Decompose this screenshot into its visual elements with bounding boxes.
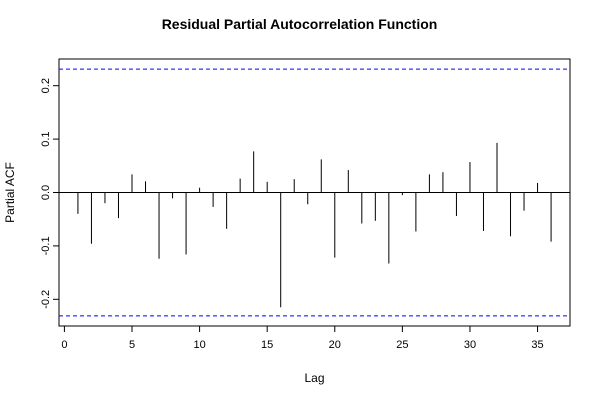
x-axis: 0 5 10 15 20 25 30 35 xyxy=(61,325,544,351)
x-tick-label: 35 xyxy=(531,339,543,351)
x-tick-label: 10 xyxy=(193,339,205,351)
bars-group xyxy=(77,142,552,308)
x-tick-label: 30 xyxy=(464,339,476,351)
x-axis-label: Lag xyxy=(304,371,324,385)
y-tick-label: -0.2 xyxy=(40,290,52,309)
y-tick-label: 0.0 xyxy=(40,185,52,200)
y-tick-label: 0.2 xyxy=(40,78,52,93)
x-tick-label: 20 xyxy=(329,339,341,351)
x-tick-label: 25 xyxy=(396,339,408,351)
y-tick-label: -0.1 xyxy=(40,236,52,255)
y-axis: -0.2 -0.1 0.0 0.1 0.2 xyxy=(40,78,60,309)
x-tick-label: 15 xyxy=(261,339,273,351)
y-axis-label: Partial ACF xyxy=(3,162,17,223)
chart-title: Residual Partial Autocorrelation Functio… xyxy=(162,16,438,32)
x-tick-label: 5 xyxy=(129,339,135,351)
x-tick-label: 0 xyxy=(61,339,67,351)
y-tick-label: 0.1 xyxy=(40,131,52,146)
bounds-group xyxy=(59,68,570,317)
